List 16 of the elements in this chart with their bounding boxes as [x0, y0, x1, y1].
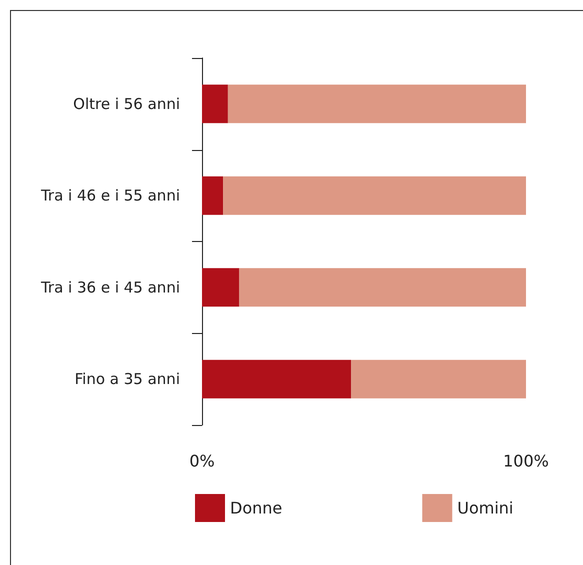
bar [223, 176, 526, 215]
legend-label: Donne [230, 498, 282, 518]
bar [228, 84, 526, 124]
bar [202, 360, 352, 398]
bar [239, 268, 526, 307]
bar [202, 176, 224, 215]
y-tick-label: Tra i 46 e i 55 anni [40, 186, 180, 205]
bar [202, 268, 240, 307]
y-tick-label: Fino a 35 anni [74, 370, 180, 388]
y-tick-label: Tra i 36 e i 45 anni [40, 278, 180, 296]
legend-label: Uomini [457, 498, 514, 518]
bar [351, 360, 526, 398]
bar [202, 84, 228, 124]
x-tick-label: 100% [503, 452, 549, 470]
y-tick-label: Oltre i 56 anni [73, 94, 180, 113]
x-tick-label: 0% [189, 452, 215, 470]
